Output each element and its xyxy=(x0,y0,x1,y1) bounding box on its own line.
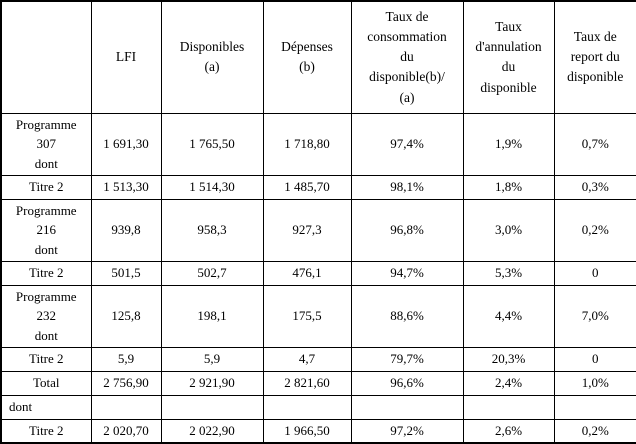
row-label: Titre 2 xyxy=(0,260,92,286)
value-cell: 0 xyxy=(553,260,636,286)
value-cell: 5,9 xyxy=(90,346,162,372)
value-cell: 2 921,90 xyxy=(160,370,264,396)
row-label: Programme 216 dont xyxy=(0,198,92,262)
value-cell: 1 765,50 xyxy=(160,112,264,176)
value-cell: 1,0% xyxy=(553,370,636,396)
table-row: dont xyxy=(0,394,636,420)
table-row: Titre 2 2 020,70 2 022,90 1 966,50 97,2%… xyxy=(0,418,636,444)
value-cell: 502,7 xyxy=(160,260,264,286)
value-cell: 1 514,30 xyxy=(160,174,264,200)
value-cell: 125,8 xyxy=(90,284,162,348)
value-cell: 198,1 xyxy=(160,284,264,348)
value-cell: 2 020,70 xyxy=(90,418,162,444)
value-cell: 97,4% xyxy=(350,112,464,176)
value-cell: 1,9% xyxy=(462,112,555,176)
value-cell: 0 xyxy=(553,346,636,372)
header-cell-depenses: Dépenses (b) xyxy=(262,0,352,114)
value-cell: 88,6% xyxy=(350,284,464,348)
header-cell-taux-report: Taux de report du disponible xyxy=(553,0,636,114)
value-cell: 96,6% xyxy=(350,370,464,396)
table-header-row: LFI Disponibles (a) Dépenses (b) Taux de… xyxy=(0,0,636,114)
value-cell: 927,3 xyxy=(262,198,352,262)
row-label: Total xyxy=(0,370,92,396)
value-cell: 97,2% xyxy=(350,418,464,444)
value-cell: 5,9 xyxy=(160,346,264,372)
row-label: Programme 232 dont xyxy=(0,284,92,348)
value-cell: 94,7% xyxy=(350,260,464,286)
row-label: Titre 2 xyxy=(0,346,92,372)
value-cell xyxy=(90,394,162,420)
value-cell: 1 513,30 xyxy=(90,174,162,200)
value-cell: 3,0% xyxy=(462,198,555,262)
value-cell xyxy=(462,394,555,420)
table-row: Programme 307 dont 1 691,30 1 765,50 1 7… xyxy=(0,112,636,176)
corner-cell xyxy=(0,0,92,114)
value-cell: 958,3 xyxy=(160,198,264,262)
value-cell: 1 485,70 xyxy=(262,174,352,200)
value-cell xyxy=(350,394,464,420)
row-label: dont xyxy=(0,394,92,420)
value-cell: 0,7% xyxy=(553,112,636,176)
table-row: Titre 2 5,9 5,9 4,7 79,7% 20,3% 0 xyxy=(0,346,636,372)
value-cell xyxy=(262,394,352,420)
value-cell: 175,5 xyxy=(262,284,352,348)
value-cell: 79,7% xyxy=(350,346,464,372)
value-cell: 1 691,30 xyxy=(90,112,162,176)
value-cell: 939,8 xyxy=(90,198,162,262)
value-cell: 4,7 xyxy=(262,346,352,372)
value-cell: 2 756,90 xyxy=(90,370,162,396)
value-cell: 2,4% xyxy=(462,370,555,396)
header-cell-disponibles: Disponibles (a) xyxy=(160,0,264,114)
table-row: Titre 2 1 513,30 1 514,30 1 485,70 98,1%… xyxy=(0,174,636,200)
table-row: Programme 232 dont 125,8 198,1 175,5 88,… xyxy=(0,284,636,348)
table-row-total: Total 2 756,90 2 921,90 2 821,60 96,6% 2… xyxy=(0,370,636,396)
value-cell: 2 022,90 xyxy=(160,418,264,444)
value-cell: 476,1 xyxy=(262,260,352,286)
table-row: Programme 216 dont 939,8 958,3 927,3 96,… xyxy=(0,198,636,262)
header-cell-taux-consommation: Taux de consommation du disponible(b)/ (… xyxy=(350,0,464,114)
value-cell: 5,3% xyxy=(462,260,555,286)
value-cell: 20,3% xyxy=(462,346,555,372)
value-cell: 1 718,80 xyxy=(262,112,352,176)
header-cell-taux-annulation: Taux d'annulation du disponible xyxy=(462,0,555,114)
value-cell: 2 821,60 xyxy=(262,370,352,396)
value-cell: 98,1% xyxy=(350,174,464,200)
value-cell: 0,2% xyxy=(553,198,636,262)
value-cell: 4,4% xyxy=(462,284,555,348)
value-cell: 7,0% xyxy=(553,284,636,348)
value-cell: 1 966,50 xyxy=(262,418,352,444)
value-cell: 501,5 xyxy=(90,260,162,286)
value-cell xyxy=(160,394,264,420)
table-row: Titre 2 501,5 502,7 476,1 94,7% 5,3% 0 xyxy=(0,260,636,286)
header-cell-lfi: LFI xyxy=(90,0,162,114)
value-cell: 1,8% xyxy=(462,174,555,200)
row-label: Titre 2 xyxy=(0,174,92,200)
value-cell: 2,6% xyxy=(462,418,555,444)
value-cell: 0,2% xyxy=(553,418,636,444)
value-cell: 96,8% xyxy=(350,198,464,262)
row-label: Programme 307 dont xyxy=(0,112,92,176)
row-label: Titre 2 xyxy=(0,418,92,444)
value-cell: 0,3% xyxy=(553,174,636,200)
value-cell xyxy=(553,394,636,420)
